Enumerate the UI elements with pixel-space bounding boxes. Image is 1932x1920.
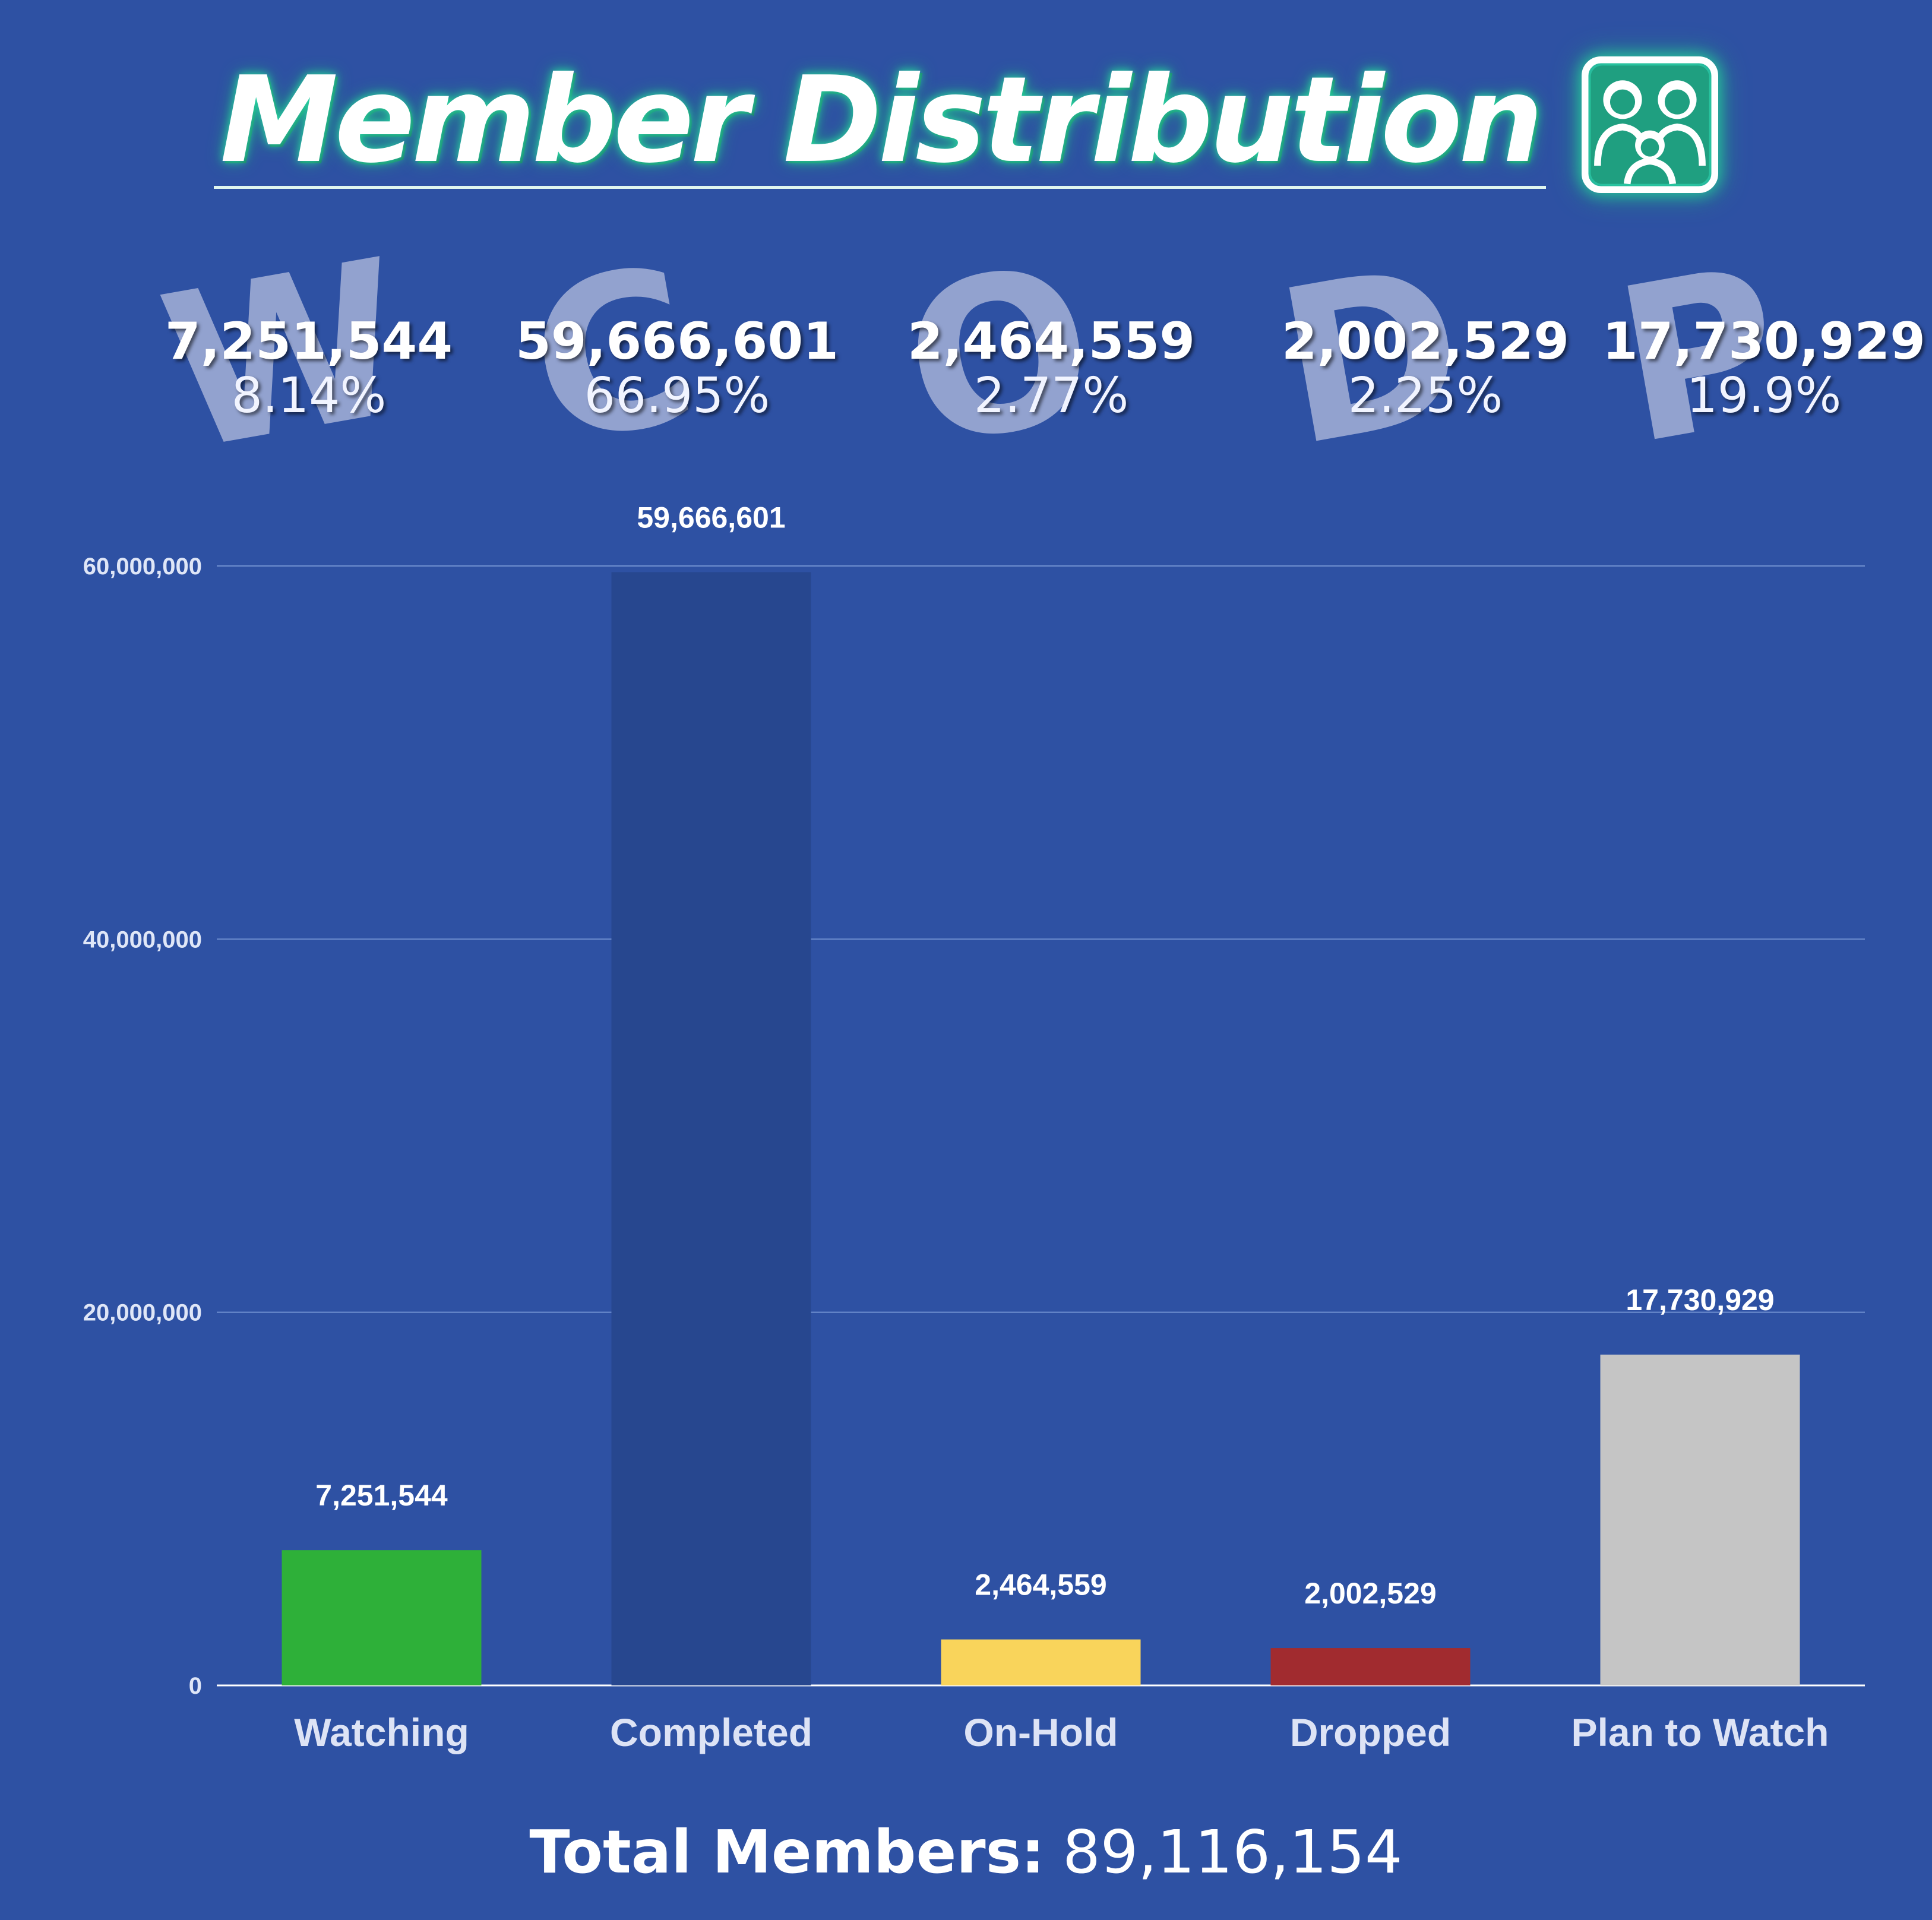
bar-0	[282, 1550, 482, 1685]
total-members: Total Members: 89,116,154	[0, 1817, 1932, 1887]
bar-2	[941, 1639, 1141, 1685]
y-tick-label: 40,000,000	[83, 926, 202, 953]
x-category-label: Watching	[294, 1710, 469, 1754]
y-tick-label: 60,000,000	[83, 553, 202, 580]
bar-value-label: 7,251,544	[315, 1479, 448, 1512]
bar-3	[1270, 1648, 1471, 1685]
x-category-label: Plan to Watch	[1571, 1710, 1829, 1754]
y-tick-label: 20,000,000	[83, 1300, 202, 1326]
summary-watching: W 7,251,544 8.14%	[143, 213, 475, 499]
summary-count: 17,730,929	[1602, 312, 1926, 371]
page-title: Member Distribution	[214, 61, 1546, 189]
y-tick-label: 0	[189, 1673, 202, 1699]
summary-count: 2,464,559	[907, 312, 1196, 371]
title-bar: Member Distribution	[0, 36, 1932, 214]
total-members-label: Total Members:	[529, 1817, 1045, 1887]
total-members-value: 89,116,154	[1063, 1817, 1403, 1887]
bar-value-label: 2,464,559	[975, 1568, 1106, 1602]
bar-value-label: 59,666,601	[637, 501, 785, 534]
bar-value-label: 17,730,929	[1626, 1283, 1774, 1317]
bar-1	[611, 572, 811, 1685]
summary-percent: 2.25%	[1348, 368, 1503, 425]
x-category-label: Completed	[610, 1710, 812, 1754]
summary-plan-to-watch: P 17,730,929 19.9%	[1598, 220, 1930, 499]
summary-count: 7,251,544	[165, 312, 453, 371]
x-category-label: Dropped	[1290, 1710, 1451, 1754]
family-icon	[1581, 56, 1718, 193]
summary-count: 2,002,529	[1281, 312, 1570, 371]
bar-4	[1600, 1354, 1800, 1685]
bar-value-label: 2,002,529	[1304, 1577, 1436, 1610]
summary-percent: 66.95%	[584, 368, 770, 425]
summary-percent: 2.77%	[973, 368, 1129, 425]
summary-dropped: D 2,002,529 2.25%	[1259, 218, 1592, 499]
summary-percent: 19.9%	[1686, 368, 1842, 425]
x-category-label: On-Hold	[963, 1710, 1118, 1754]
summary-percent: 8.14%	[231, 368, 387, 425]
summary-completed: C 59,666,601 66.95%	[511, 220, 843, 499]
summary-on-hold: O 2,464,559 2.77%	[885, 218, 1218, 499]
summary-count: 59,666,601	[515, 312, 839, 371]
